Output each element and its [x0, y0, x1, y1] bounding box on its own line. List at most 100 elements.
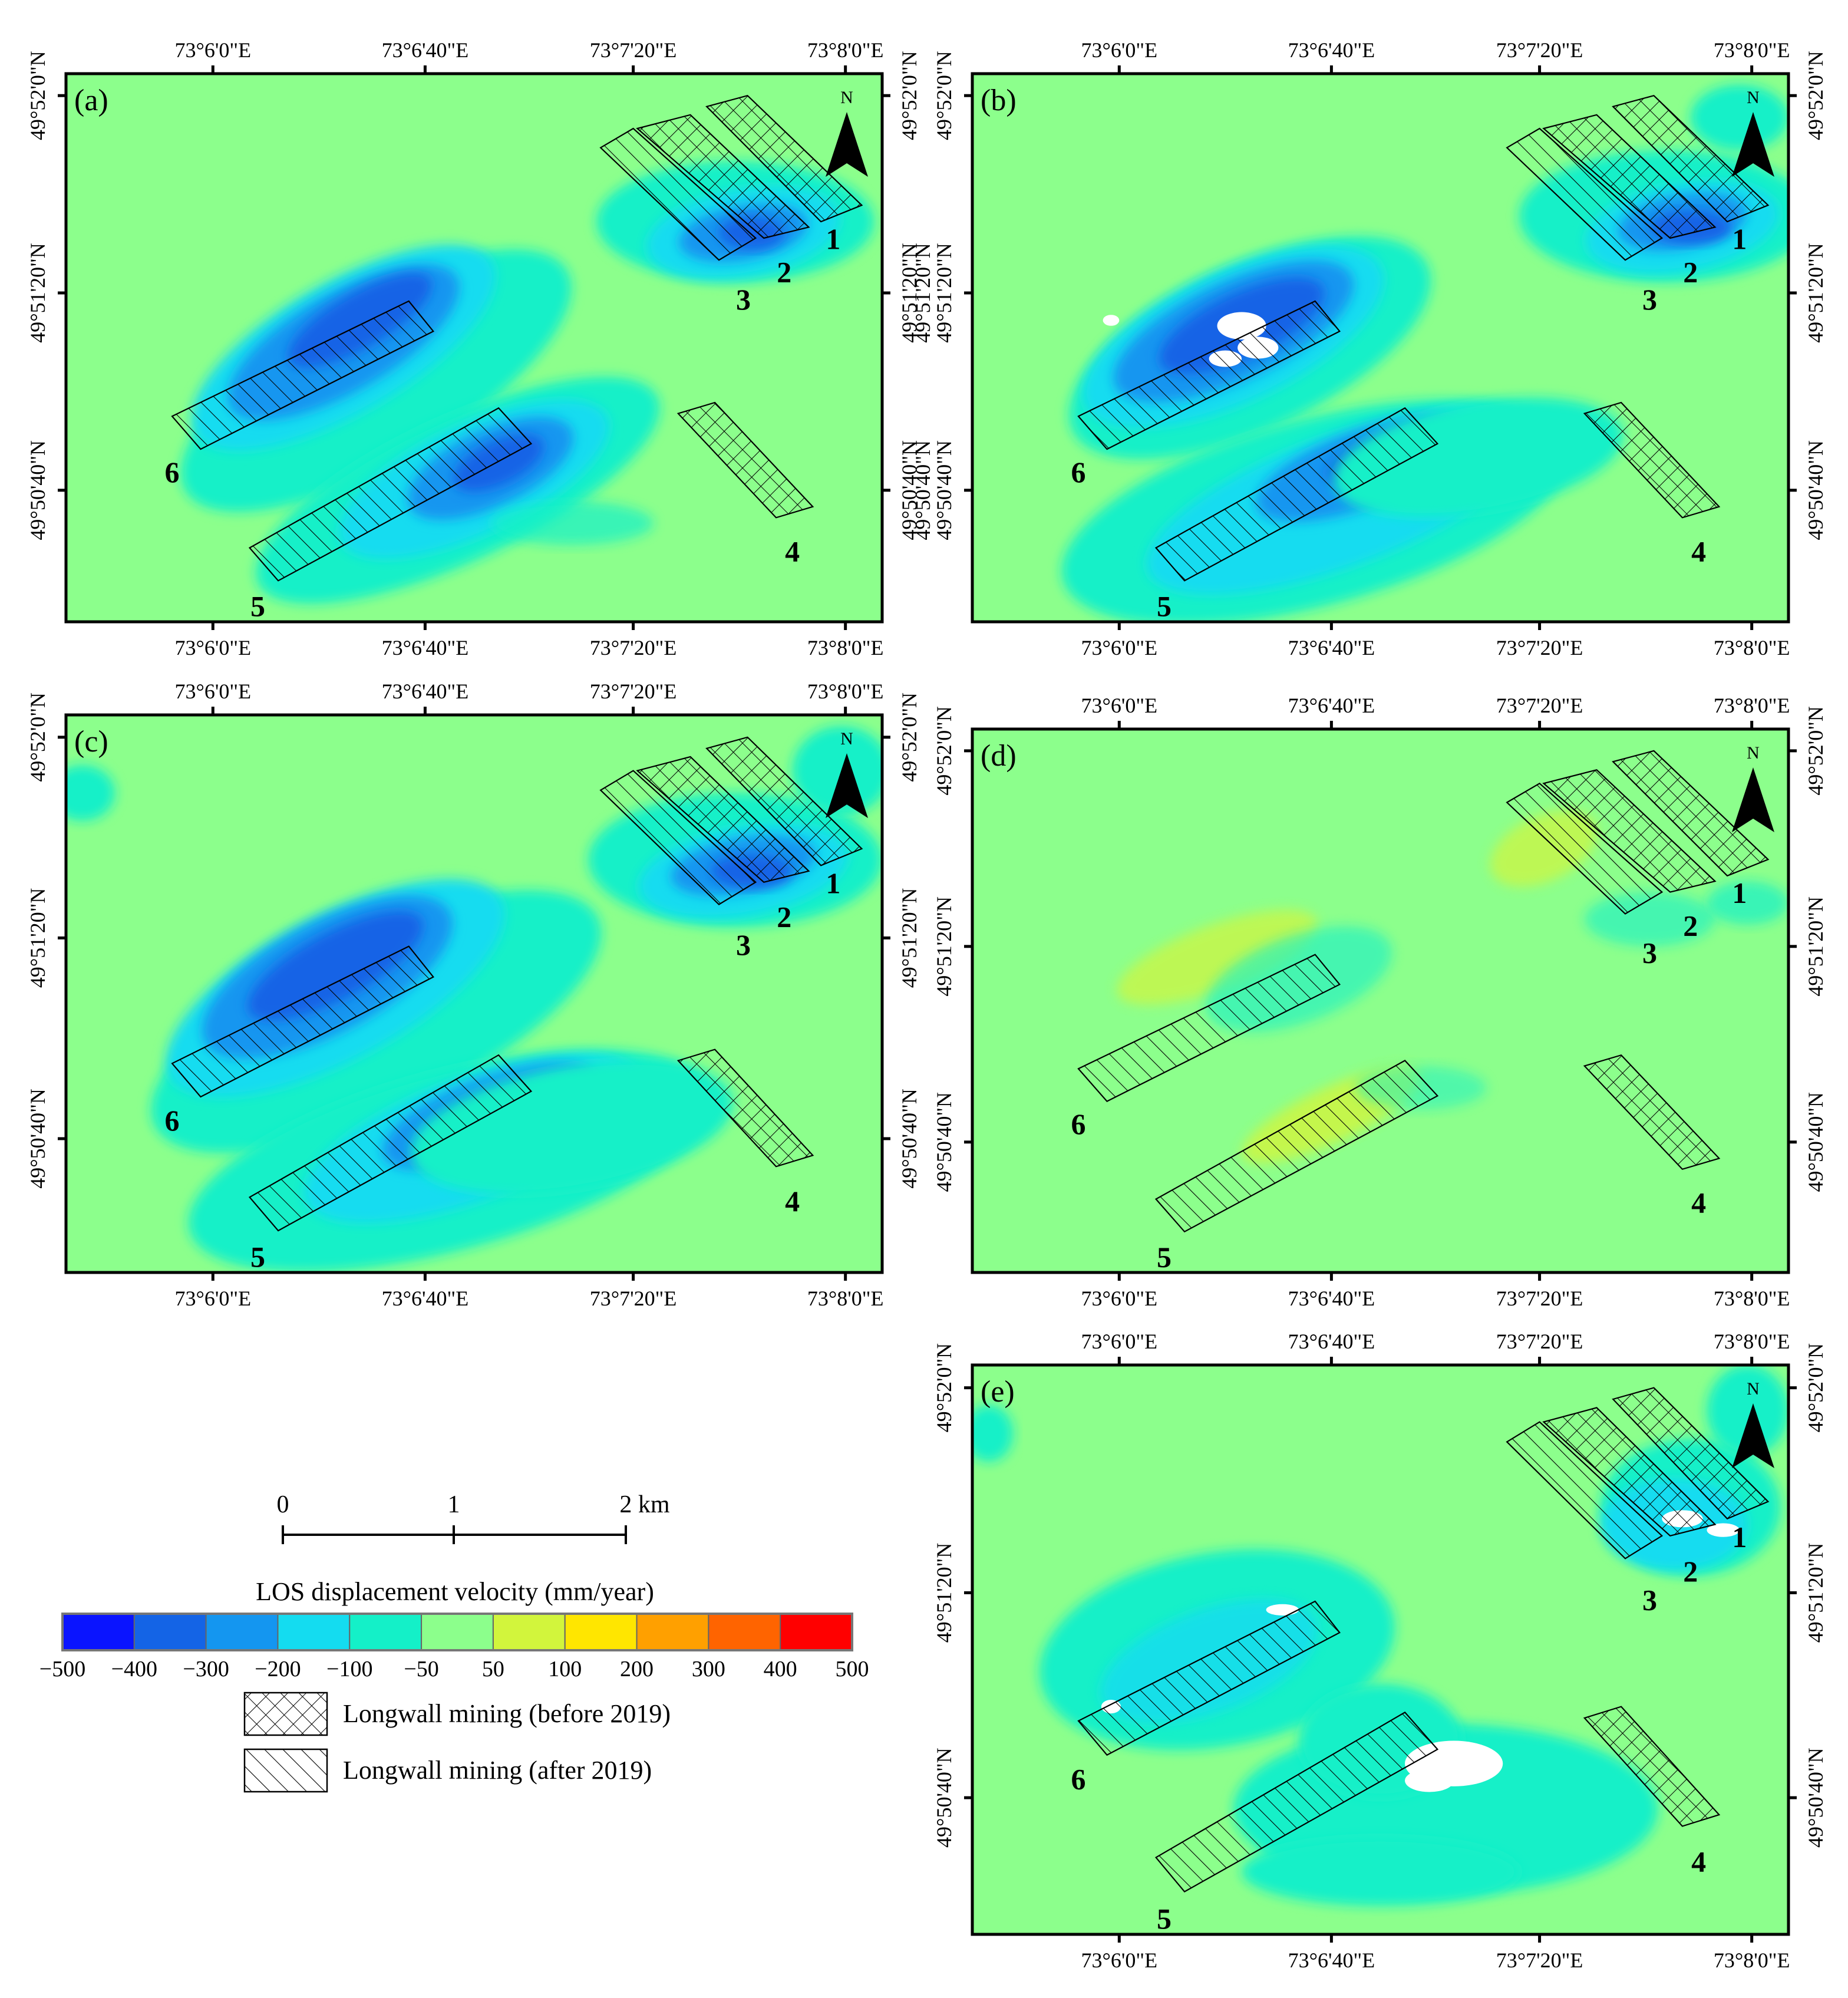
- mining-panel-4: [1583, 401, 1721, 519]
- lat-label-left: 49°52'0"N: [932, 706, 956, 796]
- panel-number-4: 4: [1691, 1186, 1706, 1219]
- panel-number-4: 4: [1691, 535, 1706, 568]
- lon-label-top: 73°6'40"E: [382, 680, 469, 703]
- mining-panel-2: [1542, 1407, 1717, 1537]
- colorbar-swatch: [492, 1613, 566, 1651]
- panel-number-3: 3: [736, 928, 751, 961]
- colorbar-swatch: [780, 1613, 853, 1651]
- lat-label-right: 49°50'40"N: [897, 440, 921, 540]
- panel-label: (e): [981, 1375, 1015, 1409]
- lat-label-left: 49°50'40"N: [932, 1092, 956, 1192]
- colorbar-swatch: [133, 1613, 207, 1651]
- mining-panel-4: [676, 1049, 814, 1168]
- mining-panel-6: [1077, 300, 1341, 450]
- lat-label-right: 49°51'20"N: [897, 243, 921, 343]
- colorbar-tick-label: −200: [255, 1657, 301, 1682]
- colorbar-tick-label: −500: [39, 1657, 85, 1682]
- map-panel-e: (e)123456N73°6'0"E73°6'0"E73°6'40"E73°6'…: [932, 1330, 1827, 1972]
- mining-panel-2: [1542, 114, 1717, 239]
- lat-label-left: 49°50'40"N: [932, 1748, 956, 1848]
- subsidence-zone: [1707, 881, 1788, 925]
- lon-label-bottom: 73°6'40"E: [1288, 636, 1375, 660]
- lat-label-left: 49°51'20"N: [932, 243, 956, 343]
- lon-label-bottom: 73°7'20"E: [590, 636, 677, 660]
- mining-panel-5: [1154, 1711, 1439, 1893]
- legend-title: LOS displacement velocity (mm/year): [256, 1577, 654, 1606]
- lon-label-bottom: 73°8'0"E: [1714, 1948, 1790, 1972]
- lon-label-bottom: 73°7'20"E: [1496, 1948, 1583, 1972]
- lat-label-right: 49°52'0"N: [1804, 1343, 1827, 1433]
- colorbar-tick-label: −400: [111, 1657, 157, 1682]
- lon-label-bottom: 73°6'0"E: [1081, 1948, 1158, 1972]
- lon-label-top: 73°6'40"E: [1288, 38, 1375, 62]
- map-panel-d: (d)123456N73°6'0"E73°6'0"E73°6'40"E73°6'…: [932, 694, 1827, 1310]
- map-frame: [64, 72, 884, 624]
- lon-label-bottom: 73°7'20"E: [1496, 1287, 1583, 1310]
- panel-number-6: 6: [1071, 1763, 1086, 1796]
- lat-label-right: 49°50'40"N: [897, 1089, 921, 1189]
- scale-bar-label: 1: [448, 1491, 460, 1518]
- lon-label-top: 73°7'20"E: [590, 680, 677, 703]
- mining-panel-5: [1154, 407, 1439, 582]
- mining-panel-3: [1506, 1421, 1664, 1560]
- panel-number-5: 5: [250, 590, 265, 623]
- mining-panel-3: [599, 127, 757, 261]
- north-label: N: [1747, 88, 1760, 107]
- panel-label: (d): [981, 739, 1017, 773]
- lat-label-right: 49°52'0"N: [897, 693, 921, 782]
- mining-panel-6: [1077, 954, 1341, 1102]
- panel-number-3: 3: [1642, 1583, 1657, 1616]
- mining-panel-5: [1154, 1060, 1439, 1233]
- panel-number-4: 4: [785, 1185, 800, 1218]
- panel-number-3: 3: [1642, 283, 1657, 316]
- map-frame: [971, 727, 1790, 1274]
- mining-panel-3: [599, 770, 757, 905]
- lon-label-bottom: 73°6'40"E: [382, 636, 469, 660]
- colorbar-swatch: [564, 1613, 638, 1651]
- panel-label: (b): [981, 84, 1017, 117]
- subsidence-zone: [1242, 1837, 1519, 1906]
- scale-bar: 0 1 2 km: [277, 1491, 670, 1544]
- colorbar-tick-label: 500: [836, 1657, 869, 1682]
- lon-label-top: 73°7'20"E: [1496, 1330, 1583, 1353]
- lon-label-bottom: 73°6'40"E: [382, 1287, 469, 1310]
- lat-label-right: 49°50'40"N: [1804, 1748, 1827, 1848]
- no-data-area: [1707, 1523, 1740, 1537]
- scale-bar-label: 2 km: [619, 1491, 670, 1518]
- north-arrow-icon: [1732, 112, 1774, 177]
- panel-number-1: 1: [826, 223, 840, 256]
- lon-label-top: 73°6'0"E: [175, 680, 252, 703]
- no-data-area: [1405, 1769, 1454, 1792]
- lon-label-bottom: 73°6'0"E: [175, 636, 252, 660]
- colorbar-swatch: [349, 1613, 423, 1651]
- lon-label-top: 73°6'40"E: [382, 38, 469, 62]
- colorbar-frame: [61, 1613, 853, 1651]
- panel-number-6: 6: [1071, 1107, 1086, 1140]
- lon-label-bottom: 73°6'0"E: [175, 1287, 252, 1310]
- panel-number-1: 1: [1732, 876, 1747, 909]
- panel-number-2: 2: [1683, 255, 1698, 288]
- lat-label-left: 49°51'20"N: [26, 888, 50, 988]
- lat-label-right: 49°51'20"N: [1804, 243, 1827, 343]
- mining-panel-6: [1077, 1600, 1341, 1756]
- legend: LOS displacement velocity (mm/year) −500 −…: [39, 1577, 869, 1793]
- lat-label-right: 49°51'20"N: [1804, 896, 1827, 997]
- legend-swatch-crosshatch: [243, 1692, 328, 1736]
- map-frame: [64, 713, 884, 1274]
- mining-panel-6: [171, 945, 434, 1098]
- subsidence-zone: [1707, 1365, 1788, 1456]
- no-data-area: [1103, 315, 1120, 326]
- panel-number-6: 6: [1071, 456, 1086, 489]
- legend-item-label: Longwall mining (after 2019): [343, 1756, 652, 1785]
- colorbar-tick-label: −50: [404, 1657, 438, 1682]
- background-stable-area: [972, 729, 1788, 1272]
- panel-number-1: 1: [826, 867, 840, 900]
- lat-label-right: 49°52'0"N: [1804, 51, 1827, 140]
- map-frame: [971, 1363, 1790, 1936]
- lon-label-top: 73°6'0"E: [1081, 38, 1158, 62]
- lon-label-top: 73°7'20"E: [1496, 38, 1583, 62]
- panel-number-6: 6: [165, 1104, 180, 1137]
- lon-label-top: 73°8'0"E: [1714, 694, 1790, 717]
- lat-label-right: 49°51'20"N: [1804, 1543, 1827, 1643]
- lon-label-top: 73°6'0"E: [175, 38, 252, 62]
